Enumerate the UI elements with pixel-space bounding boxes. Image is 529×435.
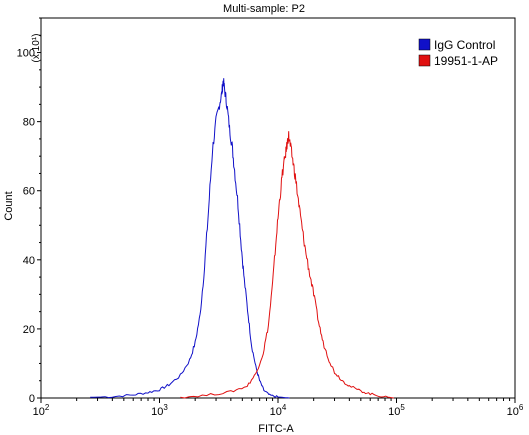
legend-label-19951-1-ap: 19951-1-AP <box>434 54 498 68</box>
y-axis-multiplier: (x 10¹) <box>31 34 42 63</box>
y-tick-label: 40 <box>23 255 35 267</box>
legend-swatch-igg-control <box>418 38 431 51</box>
y-axis-multiplier-label: (x 10¹) <box>31 34 42 63</box>
x-tick-label: 106 <box>507 403 524 418</box>
y-tick-label: 0 <box>29 393 35 405</box>
y-tick-label: 100 <box>17 48 35 60</box>
y-tick-label: 20 <box>23 324 35 336</box>
x-axis-ticks: 102 103 104 105 106 <box>33 398 524 418</box>
series-layer <box>90 78 394 399</box>
legend: IgG Control 19951-1-AP <box>418 38 498 68</box>
series-line-1 <box>180 131 394 399</box>
legend-swatch-19951-1-ap <box>418 54 431 67</box>
y-axis-ticks: 0 20 40 60 80 100 <box>17 17 41 405</box>
x-tick-label: 105 <box>388 403 405 418</box>
x-tick-label: 103 <box>151 403 168 418</box>
y-axis-label: Count <box>3 191 15 220</box>
plot-area-frame <box>40 17 516 399</box>
x-axis-label: FITC-A <box>258 423 294 435</box>
x-tick-label: 104 <box>270 403 287 418</box>
x-tick-label: 102 <box>33 403 50 418</box>
y-tick-label: 80 <box>23 117 35 129</box>
y-tick-label: 60 <box>23 186 35 198</box>
legend-label-igg-control: IgG Control <box>434 38 495 52</box>
series-line-0 <box>90 78 290 399</box>
chart-title: Multi-sample: P2 <box>223 3 305 15</box>
